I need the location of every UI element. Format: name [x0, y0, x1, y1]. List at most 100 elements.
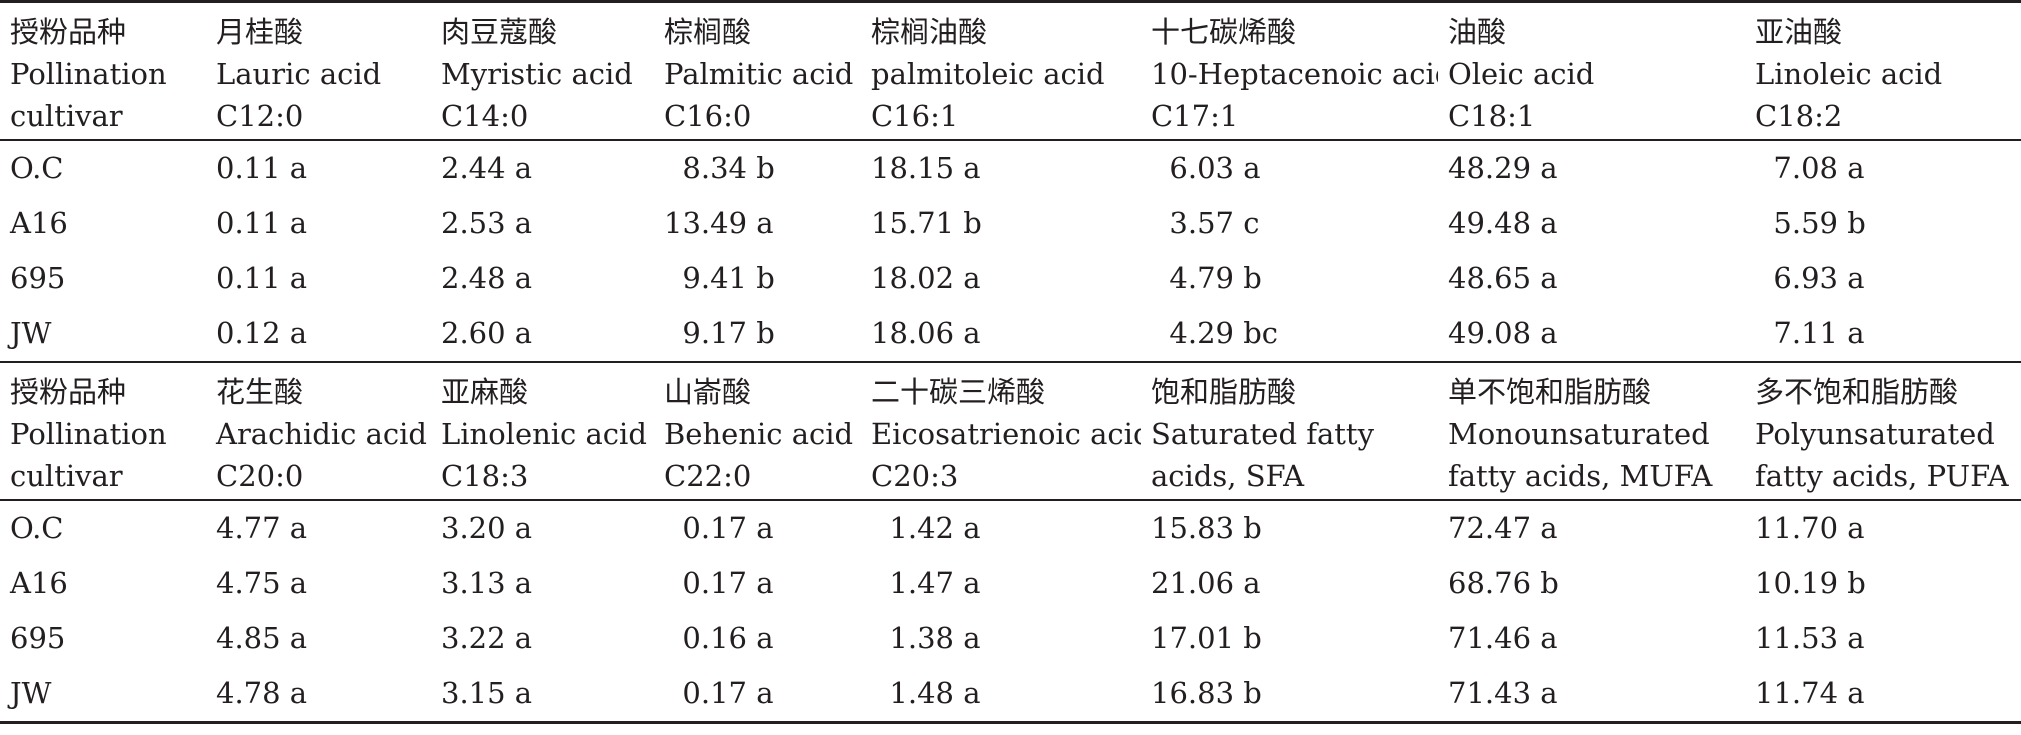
header-text: 饱和脂肪酸 — [1151, 375, 1297, 409]
header-text: 授粉品种 — [10, 375, 127, 409]
value-cell: 18.15 a — [871, 151, 981, 185]
header-text: C18:1 — [1448, 99, 1536, 133]
table-row: O.C 0.11 a 2.44 a 8.34 b 18.15 a 6.03 a 48.2… — [0, 140, 2021, 196]
value-cell: 17.01 b — [1151, 621, 1262, 655]
value-cell: 8.34 b — [664, 151, 775, 185]
header-text: C18:3 — [441, 459, 529, 493]
header-text: C22:0 — [664, 459, 752, 493]
header-text: 亚油酸 — [1755, 15, 1843, 49]
upper-header-cell: 油酸 Oleic acid C18:1 — [1438, 0, 1745, 141]
value-cell: 1.47 a — [871, 566, 981, 600]
value-cell: 3.20 a — [441, 511, 533, 545]
value-cell: 15.71 b — [871, 206, 982, 240]
header-text: 肉豆蔻酸 — [441, 15, 558, 49]
header-text: Polyunsaturated — [1755, 417, 1995, 451]
value-cell: 48.29 a — [1448, 151, 1558, 185]
header-text: acids, SFA — [1151, 459, 1305, 493]
header-text: fatty acids, MUFA — [1448, 459, 1713, 493]
header-text: Eicosatrienoic acid — [871, 417, 1141, 451]
header-text: C17:1 — [1151, 99, 1239, 133]
value-cell: 9.41 b — [664, 261, 775, 295]
header-text: Palmitic acid — [664, 57, 854, 91]
cultivar-cell: A16 — [10, 206, 68, 240]
value-cell: 21.06 a — [1151, 566, 1261, 600]
upper-header-cell: 棕榈油酸 palmitoleic acid C16:1 — [861, 0, 1141, 141]
upper-header-cell: 亚油酸 Linoleic acid C18:2 — [1745, 0, 2021, 141]
header-text: Pollination — [10, 57, 167, 91]
value-cell: 18.02 a — [871, 261, 981, 295]
value-cell: 13.49 a — [664, 206, 774, 240]
lower-header-cell: 饱和脂肪酸 Saturated fatty acids, SFA — [1141, 361, 1438, 501]
header-text: Myristic acid — [441, 57, 633, 91]
lower-header-row: 授粉品种 Pollination cultivar 花生酸 Arachidic acid… — [0, 361, 2021, 501]
header-text: Saturated fatty — [1151, 417, 1374, 451]
value-cell: 0.16 a — [664, 621, 774, 655]
lower-header-cell: 单不饱和脂肪酸 Monounsaturated fatty acids, MUFA — [1438, 361, 1745, 501]
header-text: 授粉品种 — [10, 15, 127, 49]
cultivar-cell: 695 — [10, 261, 66, 295]
value-cell: 71.46 a — [1448, 621, 1558, 655]
cultivar-cell: JW — [0, 666, 206, 724]
table-row: A16 4.75 a 3.13 a 0.17 a 1.47 a 21.06 a 68.7… — [0, 556, 2021, 611]
cultivar-cell: O.C — [10, 151, 64, 185]
table-row: JW 0.12 a 2.60 a 9.17 b 18.06 a 4.29 bc 49.0… — [0, 306, 2021, 363]
header-text: C16:1 — [871, 99, 959, 133]
value-cell: 49.48 a — [1448, 206, 1558, 240]
lower-header-cell: 花生酸 Arachidic acid C20:0 — [206, 361, 431, 501]
upper-header-cell: 十七碳烯酸 10-Heptacenoic acid C17:1 — [1141, 0, 1438, 141]
header-text: Linolenic acid — [441, 417, 647, 451]
header-text: 油酸 — [1448, 15, 1507, 49]
value-cell: 5.59 b — [1755, 206, 1866, 240]
value-cell: 71.43 a — [1438, 666, 1745, 724]
header-text: 二十碳三烯酸 — [871, 375, 1046, 409]
cultivar-cell: JW — [0, 306, 206, 363]
header-text: C18:2 — [1755, 99, 1843, 133]
value-cell: 1.42 a — [871, 511, 981, 545]
header-text: C16:0 — [664, 99, 752, 133]
value-cell: 2.44 a — [441, 151, 533, 185]
value-cell: 0.17 a — [664, 566, 774, 600]
header-text: C20:0 — [216, 459, 304, 493]
lower-header-cell: 授粉品种 Pollination cultivar — [0, 361, 206, 501]
value-cell: 11.70 a — [1755, 511, 1865, 545]
header-text: Pollination — [10, 417, 167, 451]
value-cell: 4.29 bc — [1141, 306, 1438, 363]
value-cell: 7.08 a — [1755, 151, 1865, 185]
value-cell: 0.11 a — [216, 261, 308, 295]
value-cell: 9.17 b — [654, 306, 861, 363]
header-text: 多不饱和脂肪酸 — [1755, 375, 1959, 409]
value-cell: 2.60 a — [431, 306, 654, 363]
header-text: 十七碳烯酸 — [1151, 15, 1297, 49]
value-cell: 0.12 a — [206, 306, 431, 363]
value-cell: 49.08 a — [1438, 306, 1745, 363]
header-text: 亚麻酸 — [441, 375, 529, 409]
table-row: JW 4.78 a 3.15 a 0.17 a 1.48 a 16.83 b 71.43… — [0, 666, 2021, 724]
header-text: 单不饱和脂肪酸 — [1448, 375, 1652, 409]
value-cell: 7.11 a — [1745, 306, 2021, 363]
value-cell: 1.48 a — [861, 666, 1141, 724]
lower-header-cell: 多不饱和脂肪酸 Polyunsaturated fatty acids, PUFA — [1745, 361, 2021, 501]
header-text: 月桂酸 — [216, 15, 304, 49]
header-text: C12:0 — [216, 99, 304, 133]
header-text: Lauric acid — [216, 57, 382, 91]
header-text: 棕榈油酸 — [871, 15, 988, 49]
header-text: Linoleic acid — [1755, 57, 1943, 91]
header-text: 花生酸 — [216, 375, 304, 409]
value-cell: 4.78 a — [206, 666, 431, 724]
header-text: cultivar — [10, 99, 123, 133]
table-row: 695 0.11 a 2.48 a 9.41 b 18.02 a 4.79 b 48.6… — [0, 251, 2021, 306]
value-cell: 3.13 a — [441, 566, 533, 600]
header-text: cultivar — [10, 459, 123, 493]
value-cell: 16.83 b — [1141, 666, 1438, 724]
header-text: Arachidic acid — [216, 417, 427, 451]
value-cell: 11.53 a — [1755, 621, 1865, 655]
value-cell: 4.75 a — [216, 566, 308, 600]
value-cell: 2.53 a — [441, 206, 533, 240]
upper-header-cell: 肉豆蔻酸 Myristic acid C14:0 — [431, 0, 654, 141]
value-cell: 10.19 b — [1755, 566, 1866, 600]
lower-header-cell: 亚麻酸 Linolenic acid C18:3 — [431, 361, 654, 501]
table-row: 695 4.85 a 3.22 a 0.16 a 1.38 a 17.01 b 71.4… — [0, 611, 2021, 666]
value-cell: 11.74 a — [1745, 666, 2021, 724]
header-text: 棕榈酸 — [664, 15, 752, 49]
